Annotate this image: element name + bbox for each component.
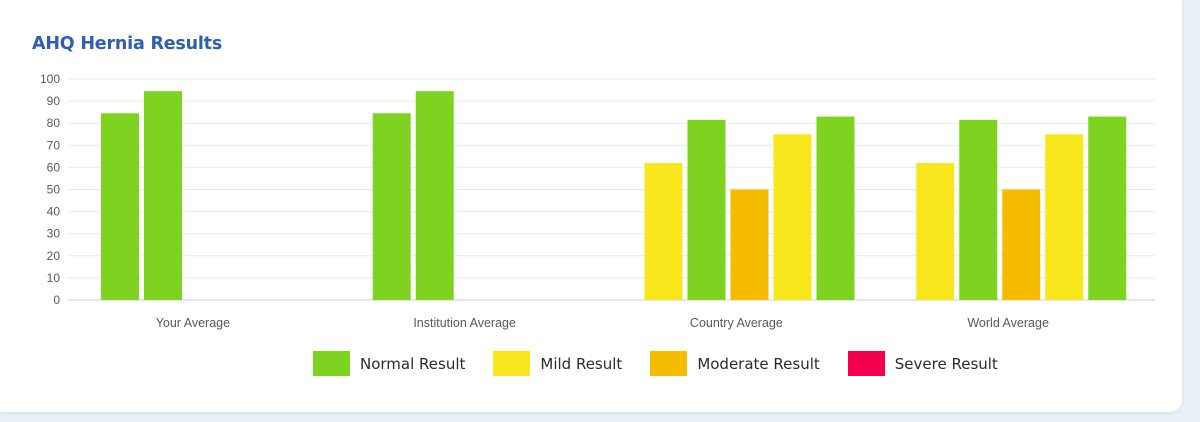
y-tick-label: 0 bbox=[53, 293, 60, 307]
bar-normal-result[interactable] bbox=[687, 119, 726, 300]
y-tick-label: 70 bbox=[47, 138, 61, 152]
y-tick-label: 20 bbox=[47, 249, 61, 263]
legend: Normal Result Mild Result Moderate Result S… bbox=[313, 351, 1026, 376]
x-category-label: World Average bbox=[967, 316, 1049, 330]
bar-mild-result[interactable] bbox=[916, 162, 955, 300]
bar-mild-result[interactable] bbox=[773, 134, 812, 300]
legend-swatch bbox=[493, 351, 531, 376]
chart-title: AHQ Hernia Results bbox=[32, 34, 223, 54]
legend-item-severe-result[interactable]: Severe Result bbox=[847, 351, 998, 376]
x-category-label: Your Average bbox=[156, 316, 230, 330]
y-tick-label: 90 bbox=[47, 94, 61, 108]
y-tick-label: 40 bbox=[47, 205, 61, 219]
legend-swatch bbox=[847, 351, 885, 376]
x-category-label: Country Average bbox=[690, 316, 783, 330]
bar-normal-result[interactable] bbox=[415, 91, 454, 300]
bar-normal-result[interactable] bbox=[101, 113, 139, 300]
legend-label: Normal Result bbox=[360, 354, 466, 373]
bar-normal-result[interactable] bbox=[816, 116, 855, 300]
y-axis-ticks: 0 10 20 30 40 50 60 70 80 90 100 bbox=[40, 72, 60, 307]
bars bbox=[101, 91, 1127, 301]
bar-normal-result[interactable] bbox=[144, 91, 182, 300]
x-axis-labels: Your Average Institution Average Country A… bbox=[156, 316, 1049, 330]
legend-label: Severe Result bbox=[894, 354, 998, 373]
y-tick-label: 60 bbox=[47, 160, 61, 174]
bar-normal-result[interactable] bbox=[1088, 116, 1127, 300]
y-tick-label: 100 bbox=[40, 72, 60, 86]
y-tick-label: 30 bbox=[47, 227, 61, 241]
bar-mild-result[interactable] bbox=[1045, 134, 1084, 300]
bar-mild-result[interactable] bbox=[644, 162, 683, 300]
bar-normal-result[interactable] bbox=[959, 119, 998, 300]
y-tick-label: 50 bbox=[47, 183, 61, 197]
y-tick-label: 10 bbox=[47, 271, 61, 285]
legend-swatch bbox=[650, 351, 688, 376]
bar-normal-result[interactable] bbox=[372, 113, 411, 300]
legend-item-normal-result[interactable]: Normal Result bbox=[313, 351, 465, 376]
bar-moderate-result[interactable] bbox=[1002, 189, 1041, 301]
legend-label: Moderate Result bbox=[697, 354, 820, 373]
legend-item-moderate-result[interactable]: Moderate Result bbox=[650, 351, 820, 376]
legend-swatch bbox=[313, 351, 350, 376]
x-category-label: Institution Average bbox=[413, 316, 516, 330]
y-tick-label: 80 bbox=[47, 116, 61, 130]
bar-moderate-result[interactable] bbox=[730, 189, 769, 301]
legend-item-mild-result[interactable]: Mild Result bbox=[493, 351, 622, 376]
legend-label: Mild Result bbox=[540, 354, 623, 373]
